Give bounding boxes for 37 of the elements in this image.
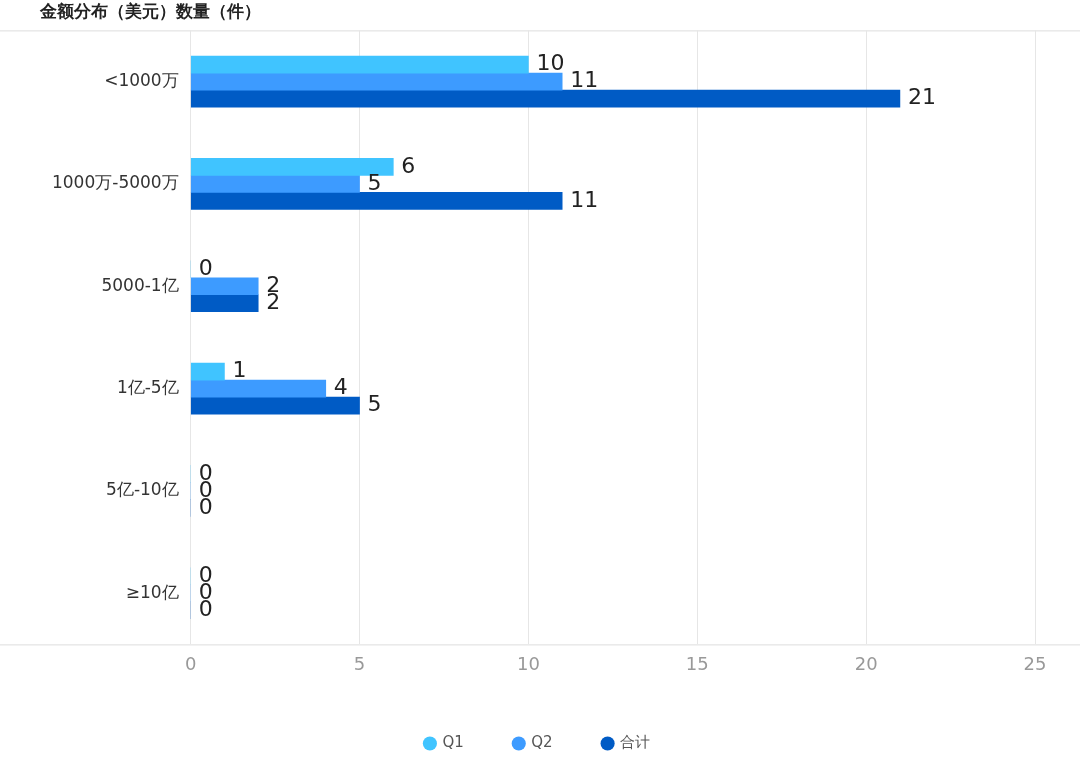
y-tick-label: <1000万 bbox=[104, 69, 179, 90]
bar bbox=[190, 55, 529, 74]
data-label: 11 bbox=[570, 186, 599, 212]
data-label: 6 bbox=[401, 152, 416, 178]
y-tick-label: 5亿-10亿 bbox=[106, 479, 179, 500]
bar bbox=[190, 379, 327, 398]
bar bbox=[190, 277, 259, 296]
legend-label: 合计 bbox=[620, 733, 651, 752]
data-label: 10 bbox=[536, 50, 565, 76]
y-tick-label: 1亿-5亿 bbox=[116, 376, 179, 397]
bar bbox=[190, 294, 259, 313]
y-tick-label: 1000万-5000万 bbox=[51, 172, 179, 193]
data-label: 11 bbox=[570, 67, 599, 93]
bar bbox=[190, 192, 563, 210]
legend-label: Q2 bbox=[531, 733, 553, 752]
data-label: 5 bbox=[367, 391, 382, 417]
bar bbox=[190, 362, 225, 381]
data-label: 4 bbox=[333, 374, 348, 400]
bar bbox=[190, 158, 394, 176]
bar bbox=[190, 89, 901, 108]
chart-title: 金额分布（美元）数量（件） bbox=[39, 0, 261, 21]
data-label: 5 bbox=[367, 169, 382, 195]
legend-label: Q1 bbox=[442, 733, 464, 752]
data-label: 21 bbox=[907, 84, 936, 110]
x-tick-label: 25 bbox=[1023, 652, 1047, 674]
x-tick-label: 20 bbox=[854, 652, 878, 674]
y-tick-label: 5000-1亿 bbox=[101, 274, 179, 295]
bar bbox=[190, 72, 563, 91]
y-tick-label: ≥10亿 bbox=[125, 581, 179, 602]
x-tick-label: 10 bbox=[516, 652, 540, 674]
x-tick-label: 15 bbox=[685, 652, 709, 674]
bar bbox=[190, 175, 360, 193]
bar bbox=[190, 396, 360, 415]
x-tick-label: 0 bbox=[184, 652, 197, 674]
data-label: 0 bbox=[198, 254, 213, 280]
data-label: 1 bbox=[232, 357, 247, 383]
x-tick-label: 5 bbox=[353, 652, 366, 674]
